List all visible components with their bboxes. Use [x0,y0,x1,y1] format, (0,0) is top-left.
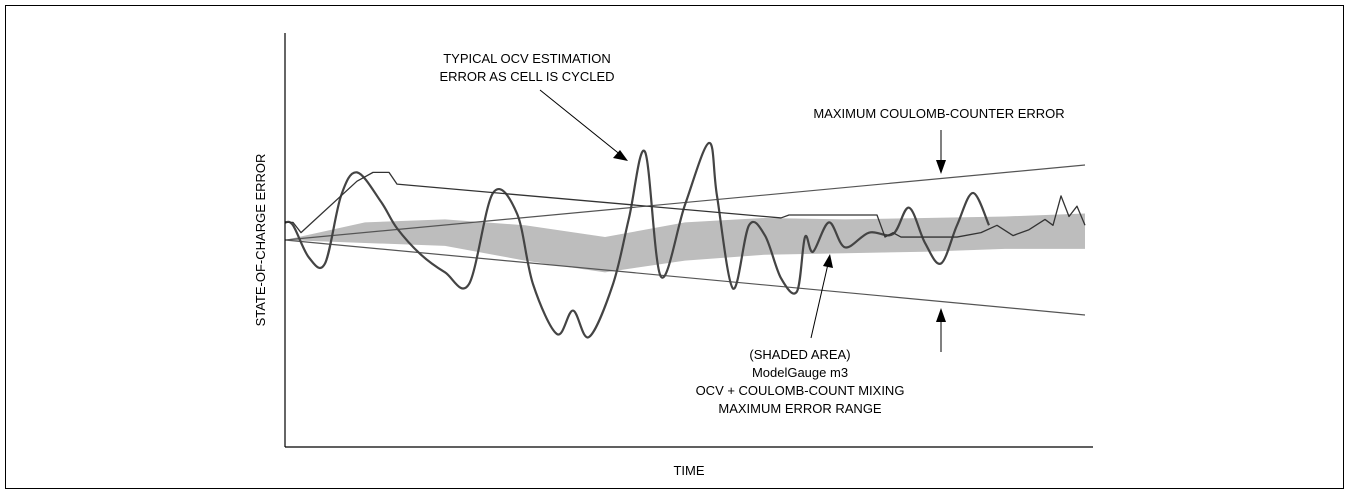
ocv-annotation-line2: ERROR AS CELL IS CYCLED [439,69,614,84]
shaded-error-band [285,213,1085,273]
shaded-annotation-line4: MAXIMUM ERROR RANGE [718,401,882,416]
shaded-annotation-line1: (SHADED AREA) [749,347,850,362]
coulomb-annotation: MAXIMUM COULOMB-COUNTER ERROR [813,106,1064,121]
mixing-trace-curve [285,171,1086,238]
shaded-annotation-line2: ModelGauge m3 [752,365,848,380]
ocv-annotation-arrowhead [613,150,628,161]
shaded-annotation-arrowhead [823,254,833,268]
ocv-annotation-arrow-shaft [539,89,623,157]
coulomb-top-arrowhead [936,160,946,174]
x-axis-label: TIME [673,463,704,478]
ocv-annotation-line1: TYPICAL OCV ESTIMATION [443,51,611,66]
ocv-estimation-error-curve [284,141,991,339]
chart-frame [5,5,1344,489]
shaded-annotation-line3: OCV + COULOMB-COUNT MIXING [696,383,905,398]
y-axis-label: STATE-OF-CHARGE ERROR [253,154,268,327]
coulomb-bottom-arrowhead [936,308,946,322]
shaded-annotation-arrow-shaft [810,263,829,339]
